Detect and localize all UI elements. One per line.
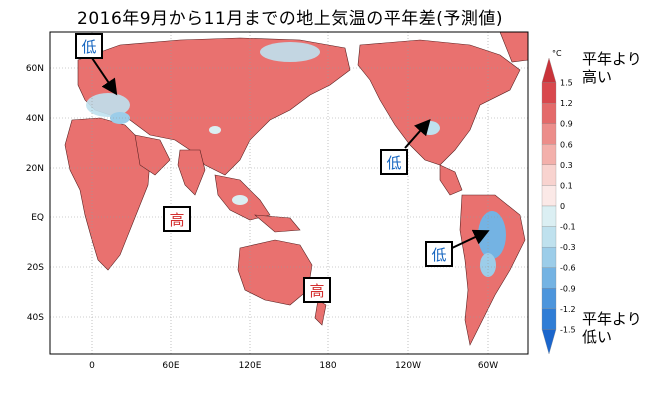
annotation-arrows bbox=[91, 57, 490, 249]
lat-tick: EQ bbox=[31, 213, 44, 223]
colorbar-segment bbox=[541, 246, 557, 268]
map-frame bbox=[49, 31, 529, 355]
colorbar-segment bbox=[541, 226, 557, 248]
colorbar-segment bbox=[541, 267, 557, 289]
svg-text:低: 低 bbox=[431, 246, 446, 264]
colorbar-segment bbox=[541, 123, 557, 145]
colorbar-tick-label: -0.1 bbox=[560, 223, 576, 232]
lat-ticks: 60N 40N 20N EQ 20S 40S bbox=[26, 64, 44, 323]
legend-high-label: 平年より高い bbox=[582, 50, 642, 86]
colorbar-tick-label: -0.6 bbox=[560, 264, 576, 273]
svg-text:低: 低 bbox=[81, 38, 96, 56]
colorbar-tick-label: 0.6 bbox=[560, 140, 573, 149]
colorbar-unit: °C bbox=[552, 49, 562, 58]
colorbar-segment bbox=[541, 205, 557, 227]
lon-ticks: 0 60E 120E 180 120W 60W bbox=[89, 361, 498, 371]
colorbar-segment bbox=[541, 57, 557, 83]
lat-tick: 40S bbox=[27, 313, 44, 323]
colorbar-tick-label: -0.9 bbox=[560, 284, 576, 293]
lat-tick: 40N bbox=[26, 114, 44, 124]
colorbar-segment bbox=[541, 288, 557, 310]
lat-tick: 60N bbox=[26, 64, 44, 74]
lon-tick: 60W bbox=[478, 361, 498, 371]
svg-text:高: 高 bbox=[169, 211, 184, 229]
colorbar-segment bbox=[541, 102, 557, 124]
annotation-low-north-america: 低 bbox=[380, 149, 408, 175]
annotation-high-indian-ocean: 高 bbox=[163, 206, 191, 232]
legend-low-label: 平年より低い bbox=[582, 310, 642, 346]
colorbar-tick-label: 1.5 bbox=[560, 79, 573, 88]
colorbar-tick-label: 0 bbox=[560, 202, 565, 211]
colorbar-tick-label: -1.5 bbox=[560, 325, 576, 334]
lon-tick: 180 bbox=[319, 361, 336, 371]
map-title: 2016年9月から11月までの地上気温の平年差(予測値) bbox=[77, 9, 503, 29]
lon-tick: 120W bbox=[395, 361, 421, 371]
colorbar-tick-label: 1.2 bbox=[560, 99, 573, 108]
colorbar-tick-label: -1.2 bbox=[560, 305, 576, 314]
svg-text:低: 低 bbox=[386, 154, 401, 172]
colorbar-tick-label: 0.1 bbox=[560, 181, 573, 190]
colorbar: 1.5 1.2 0.9 0.6 0.3 0.1 0 -0.1 -0.3 -0.6 -0.9 -1.2 -… bbox=[541, 57, 576, 355]
svg-text:高: 高 bbox=[309, 282, 324, 300]
lon-tick: 0 bbox=[89, 361, 95, 371]
lat-tick: 20N bbox=[26, 164, 44, 174]
colorbar-segment bbox=[541, 329, 557, 355]
annotation-low-europe: 低 bbox=[75, 33, 103, 59]
colorbar-segment bbox=[541, 164, 557, 186]
colorbar-segment bbox=[541, 308, 557, 330]
colorbar-tick-label: -0.3 bbox=[560, 243, 576, 252]
colorbar-segment bbox=[541, 144, 557, 166]
annotation-low-south-america: 低 bbox=[425, 241, 453, 267]
colorbar-tick-label: 0.3 bbox=[560, 161, 573, 170]
lon-tick: 60E bbox=[162, 361, 179, 371]
colorbar-segment bbox=[541, 185, 557, 207]
annotation-high-pacific: 高 bbox=[303, 277, 331, 303]
lat-tick: 20S bbox=[27, 263, 44, 273]
colorbar-segment bbox=[541, 82, 557, 104]
lon-tick: 120E bbox=[239, 361, 262, 371]
colorbar-tick-label: 0.9 bbox=[560, 120, 573, 129]
